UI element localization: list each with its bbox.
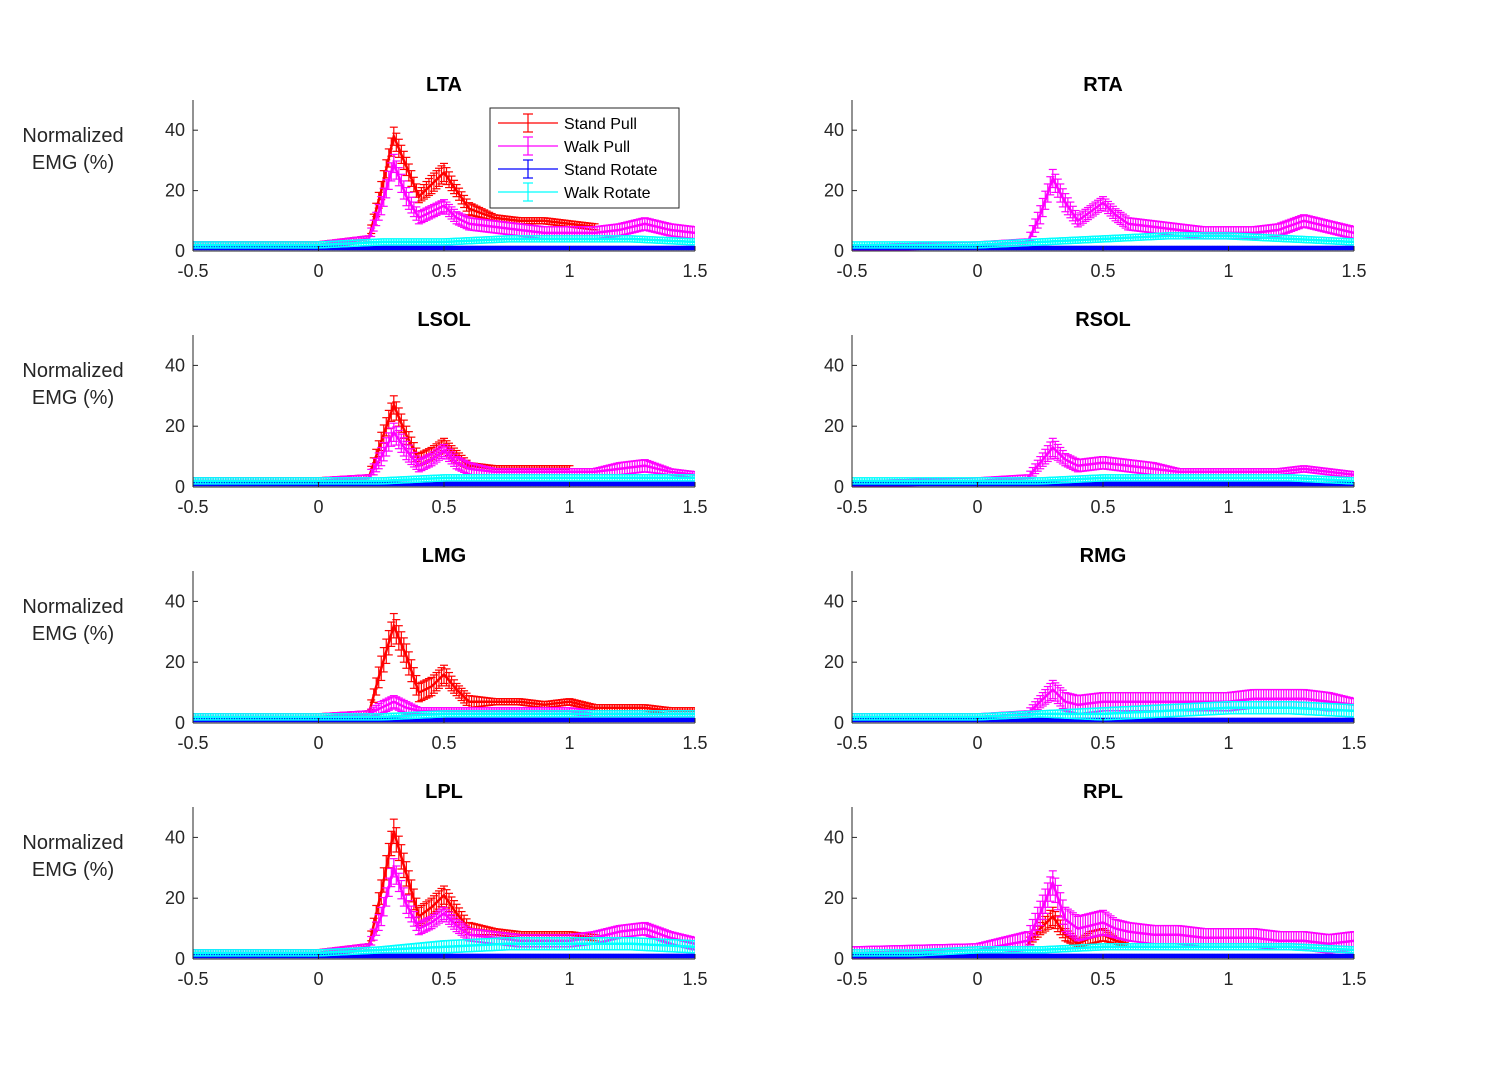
plot-area (852, 168, 1354, 251)
y-axis-label-line1: Normalized (22, 125, 123, 147)
series-stand-rotate (193, 245, 695, 251)
y-axis-label-line2: EMG (%) (32, 152, 114, 174)
series-line-walk-rotate (852, 234, 1354, 247)
y-tick-label: 20 (165, 181, 185, 201)
y-tick-label: 40 (165, 120, 185, 140)
y-tick-label: 0 (175, 241, 185, 261)
x-tick-label: 1.5 (682, 261, 707, 281)
panel-title: LTA (426, 74, 462, 96)
panel-title: RTA (1083, 74, 1123, 96)
panel-title: LSOL (417, 309, 470, 331)
series-walk-rotate (193, 235, 695, 249)
x-tick-label: 0.5 (431, 261, 456, 281)
y-axis-label-line1: Normalized (22, 360, 123, 382)
y-tick-label: 40 (824, 120, 844, 140)
plot-area (193, 126, 695, 251)
x-tick-label: 1 (1223, 261, 1233, 281)
x-tick-label: 0.5 (1090, 261, 1115, 281)
x-tick-label: 0 (313, 261, 323, 281)
y-axis-label-line2: EMG (%) (32, 387, 114, 409)
series-walk-rotate (852, 232, 1354, 249)
x-tick-label: -0.5 (836, 261, 867, 281)
x-tick-label: 1.5 (1341, 261, 1366, 281)
x-tick-label: 1 (564, 261, 574, 281)
x-tick-label: 0 (972, 261, 982, 281)
series-line-walk-rotate (193, 237, 695, 247)
plot-area (193, 395, 695, 487)
x-tick-label: -0.5 (177, 261, 208, 281)
y-tick-label: 20 (824, 181, 844, 201)
y-tick-label: 0 (834, 241, 844, 261)
